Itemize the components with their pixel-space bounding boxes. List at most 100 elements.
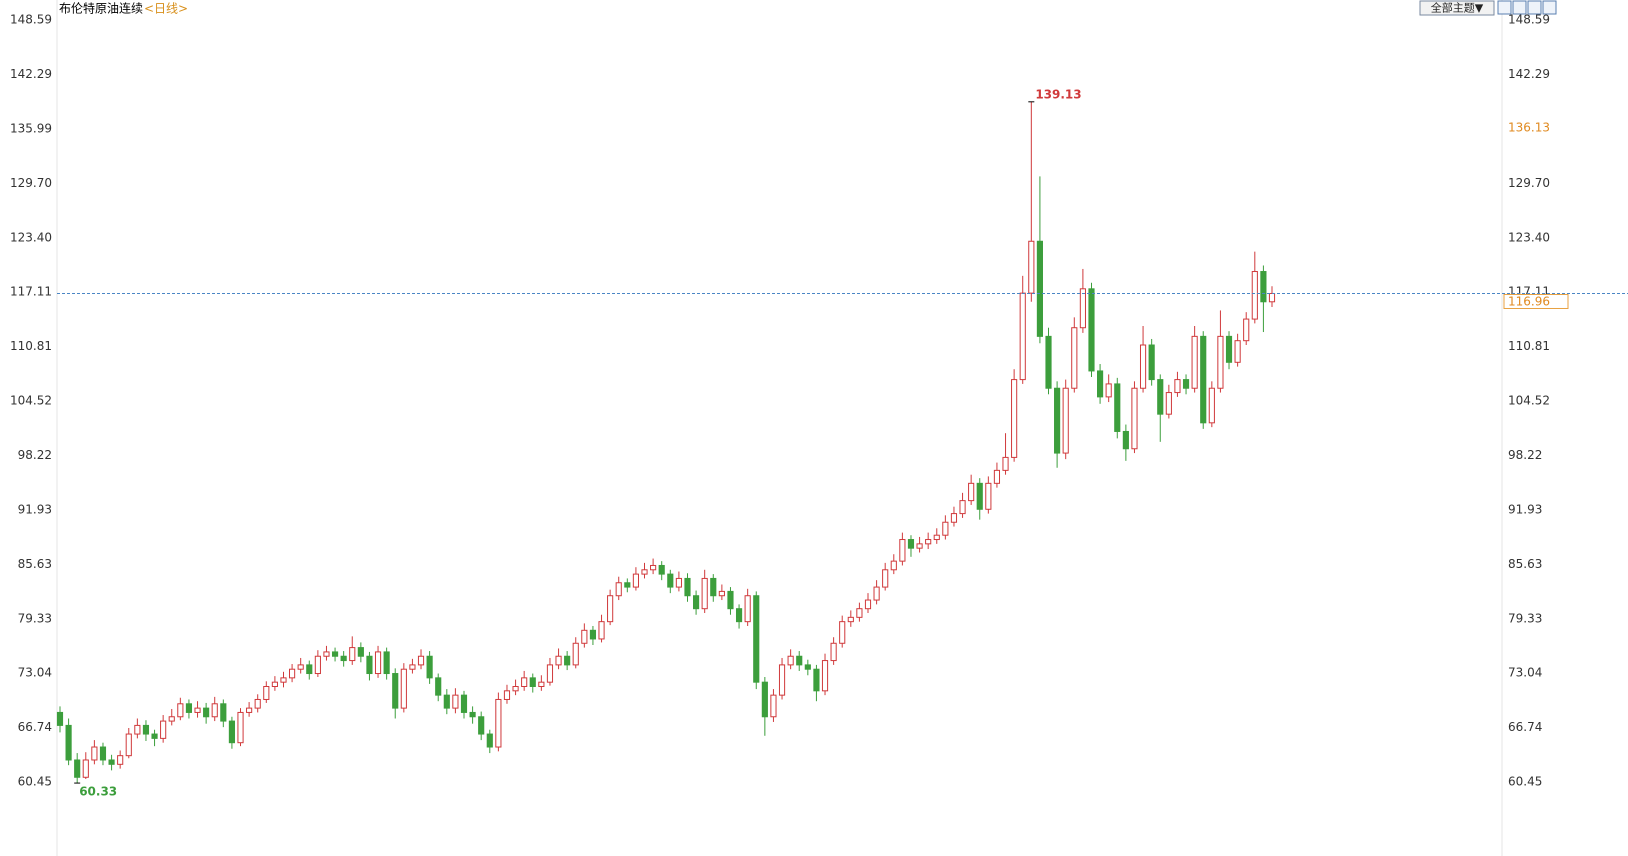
- candle-body: [1045, 335, 1052, 389]
- candle-body: [1182, 379, 1190, 389]
- candle-body: [314, 655, 321, 675]
- candle-body: [435, 677, 442, 696]
- candle-body: [658, 564, 665, 575]
- max-label: 139.13: [1035, 87, 1081, 101]
- candle-body: [297, 664, 304, 670]
- candle-body: [753, 595, 760, 683]
- candle-body: [108, 759, 115, 765]
- candle-body: [349, 647, 356, 662]
- period-label: <日线>: [144, 2, 188, 16]
- candle-body: [323, 651, 330, 657]
- candle-body: [1148, 344, 1155, 381]
- candle-body: [91, 746, 98, 761]
- candle-body: [968, 482, 975, 502]
- candle-body: [1200, 335, 1207, 424]
- tool-icon[interactable]: [1497, 0, 1512, 15]
- candle-body: [56, 711, 64, 726]
- candle-body: [160, 720, 167, 739]
- candle-body: [254, 698, 261, 709]
- candle-body: [796, 655, 803, 666]
- candle-body: [1234, 340, 1241, 363]
- theme-button[interactable]: [1419, 0, 1495, 16]
- y2-tick-label: 123.40: [1508, 230, 1550, 244]
- y2-tick-label: 98.22: [1508, 448, 1542, 462]
- candle-body: [271, 681, 278, 688]
- y-tick-label: 60.45: [18, 775, 52, 789]
- candle-body: [650, 564, 657, 571]
- candle-body: [770, 694, 777, 718]
- candle-body: [203, 707, 210, 718]
- candle-body: [864, 599, 872, 610]
- candle-body: [847, 616, 854, 623]
- last-price-box: [1503, 293, 1569, 309]
- candle-body: [151, 733, 158, 739]
- candle-body: [813, 668, 820, 692]
- y-tick-label: 66.74: [18, 720, 52, 734]
- y-tick-label: 98.22: [18, 448, 52, 462]
- candle-body: [856, 608, 863, 618]
- y-tick-label: 129.70: [10, 176, 52, 190]
- candle-body: [366, 655, 373, 675]
- candle-body: [538, 681, 545, 688]
- candle-body: [1243, 318, 1250, 342]
- candle-body: [976, 482, 983, 510]
- candle-body: [907, 539, 915, 549]
- candle-body: [237, 711, 244, 744]
- candle-body: [667, 573, 674, 588]
- tool-icon[interactable]: [1512, 0, 1527, 15]
- candle-body: [331, 651, 339, 657]
- candle-body: [1268, 292, 1276, 303]
- theme-button-label[interactable]: 全部主题▼: [1431, 1, 1484, 15]
- candle-body: [873, 586, 880, 601]
- toolbar: 全部主题▼: [1419, 0, 1557, 16]
- candle-body: [503, 690, 511, 700]
- y-tick-label: 79.33: [18, 611, 52, 625]
- tool-icon[interactable]: [1527, 0, 1542, 15]
- candle-body: [718, 590, 725, 597]
- candle-body: [1174, 379, 1181, 394]
- min-label: 60.33: [79, 785, 117, 799]
- candle-body: [280, 677, 287, 683]
- candle-body: [916, 543, 923, 549]
- candle-body: [125, 733, 132, 757]
- candle-body: [246, 707, 253, 713]
- candle-body: [693, 595, 700, 610]
- candle-body: [168, 716, 175, 722]
- candle-body: [1251, 271, 1258, 320]
- candle-body: [564, 655, 571, 666]
- chart-title: 布伦特原油连续: [59, 1, 143, 16]
- y-tick-label: 91.93: [18, 502, 52, 516]
- y2-tick-label: 73.04: [1508, 666, 1542, 680]
- candle-body: [460, 694, 468, 713]
- candle-body: [1217, 335, 1224, 389]
- tool-icon[interactable]: [1542, 0, 1557, 15]
- candle-body: [555, 655, 562, 666]
- candle-body: [521, 677, 528, 688]
- candle-body: [289, 668, 296, 679]
- crosshair-label: 136.13: [1508, 120, 1550, 134]
- y2-tick-label: 110.81: [1508, 339, 1550, 353]
- y2-tick-label: 85.63: [1508, 557, 1542, 571]
- y2-tick-label: 142.29: [1508, 67, 1550, 81]
- candle-body: [452, 694, 459, 709]
- candle-body: [495, 698, 502, 748]
- candle-body: [985, 482, 992, 510]
- candle-body: [211, 703, 218, 718]
- candle-body: [400, 668, 407, 709]
- y-tick-label: 73.04: [18, 666, 52, 680]
- candle-body: [306, 664, 313, 675]
- candle-body: [1260, 271, 1267, 303]
- candle-body: [933, 534, 940, 541]
- candle-body: [761, 681, 768, 718]
- candle-body: [899, 539, 906, 562]
- candle-body: [701, 577, 708, 610]
- y2-tick-label: 66.74: [1508, 720, 1542, 734]
- candle-body: [117, 755, 124, 765]
- candle-body: [925, 539, 932, 545]
- candle-body: [727, 590, 734, 610]
- candle-body: [581, 629, 588, 644]
- candle-body: [1054, 387, 1061, 454]
- candle-body: [228, 720, 235, 744]
- candle-body: [409, 664, 416, 670]
